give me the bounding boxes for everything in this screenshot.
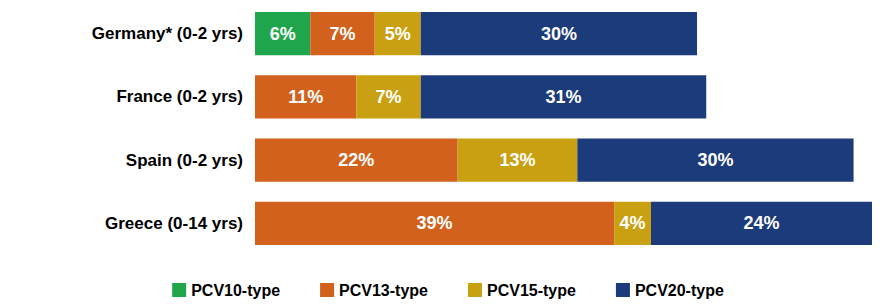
svg-text:11%: 11% (288, 87, 323, 107)
svg-text:4%: 4% (620, 213, 646, 233)
svg-text:PCV20-type: PCV20-type (635, 282, 724, 299)
svg-text:31%: 31% (545, 87, 581, 107)
svg-text:30%: 30% (541, 24, 577, 44)
svg-text:30%: 30% (697, 150, 733, 170)
svg-text:13%: 13% (499, 150, 535, 170)
svg-text:Greece (0-14 yrs): Greece (0-14 yrs) (105, 214, 243, 233)
svg-text:5%: 5% (385, 24, 411, 44)
svg-text:PCV15-type: PCV15-type (487, 282, 576, 299)
svg-text:PCV10-type: PCV10-type (191, 282, 280, 299)
svg-text:Germany* (0-2 yrs): Germany* (0-2 yrs) (92, 24, 243, 43)
svg-text:24%: 24% (743, 213, 779, 233)
svg-text:Spain (0-2 yrs): Spain (0-2 yrs) (126, 151, 243, 170)
svg-text:22%: 22% (338, 150, 374, 170)
svg-text:PCV13-type: PCV13-type (339, 282, 428, 299)
svg-text:39%: 39% (417, 213, 453, 233)
svg-text:France (0-2 yrs): France (0-2 yrs) (116, 87, 243, 106)
svg-text:7%: 7% (329, 24, 355, 44)
svg-text:6%: 6% (270, 24, 296, 44)
svg-text:7%: 7% (376, 87, 402, 107)
